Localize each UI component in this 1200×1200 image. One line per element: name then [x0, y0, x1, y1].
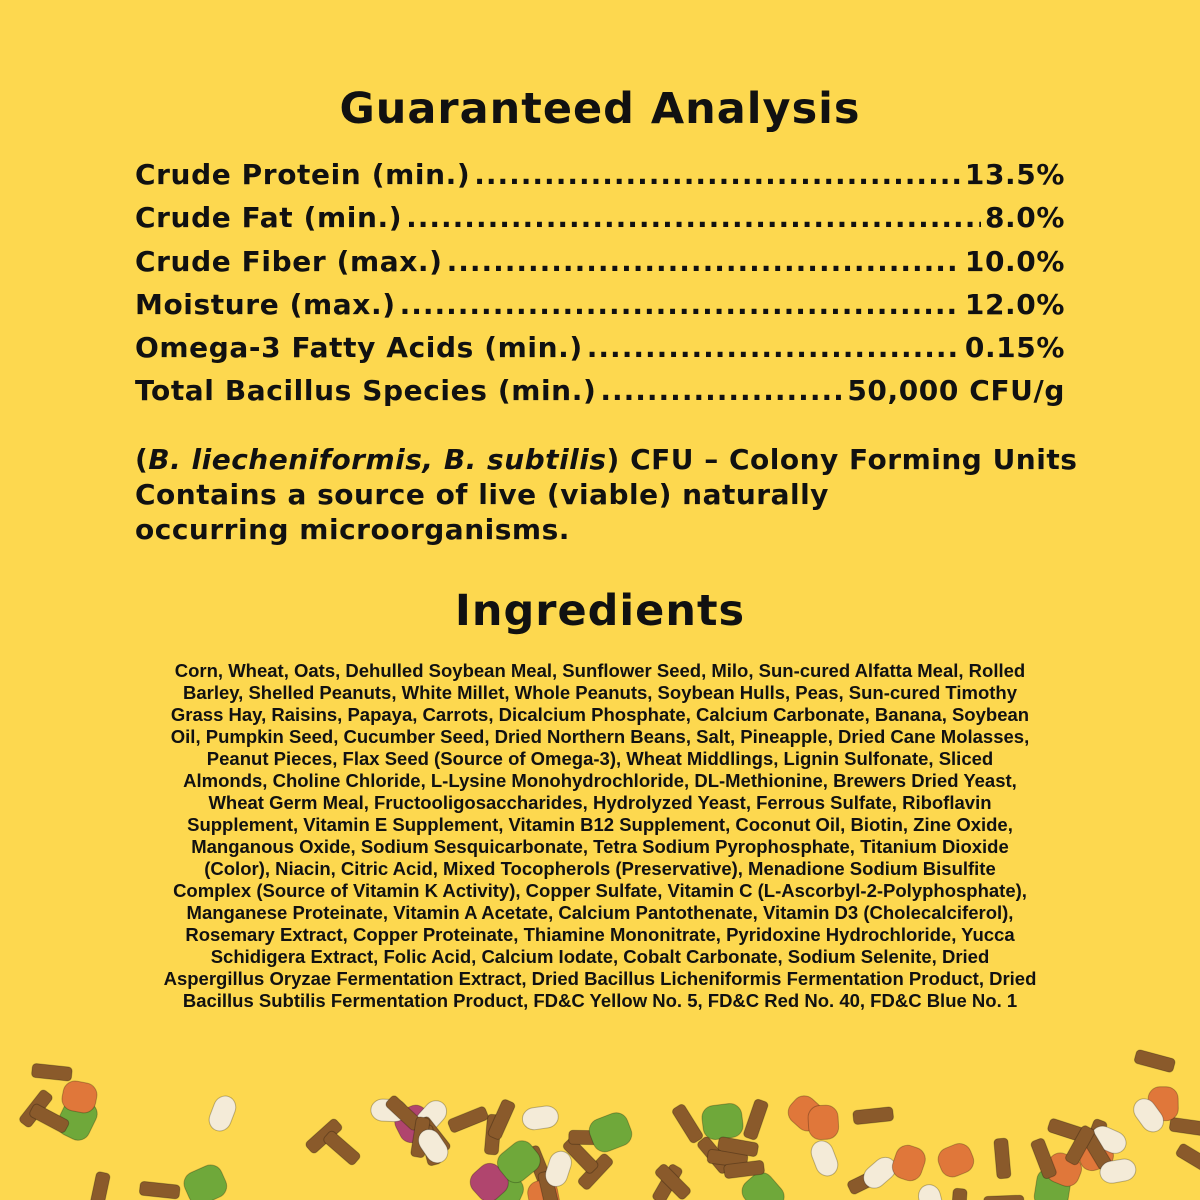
- row-label: Crude Fiber (max.): [135, 244, 443, 278]
- analysis-row: Crude Fat (min.) 8.0%: [135, 201, 1065, 244]
- veggie-piece-icon: [701, 1103, 744, 1140]
- seed-icon: [208, 1095, 237, 1132]
- row-value: 10.0%: [964, 244, 1065, 278]
- food-decoration: [19, 1049, 1200, 1200]
- dot-leader: [474, 158, 961, 191]
- ingredients-line: Almonds, Choline Chloride, L-Lysine Mono…: [183, 770, 1017, 791]
- ingredients-line: Supplement, Vitamin E Supplement, Vitami…: [187, 814, 1013, 835]
- seed-icon: [545, 1150, 572, 1187]
- pellet-icon: [447, 1106, 489, 1133]
- ingredients-line: Barley, Shelled Peanuts, White Millet, W…: [182, 682, 1018, 703]
- seed-icon: [917, 1184, 944, 1200]
- pellet-icon: [993, 1137, 1012, 1180]
- pellet-icon: [1065, 1125, 1095, 1166]
- seed-icon: [1133, 1098, 1164, 1133]
- analysis-row: Total Bacillus Species (min.) 50,000 CFU/…: [135, 374, 1065, 417]
- ingredients-title: Ingredients: [454, 586, 746, 636]
- row-value: 8.0%: [984, 201, 1065, 235]
- seed-icon: [810, 1140, 839, 1177]
- pellet-icon: [1030, 1138, 1057, 1180]
- seed-icon: [1099, 1158, 1137, 1184]
- cfu-definition: ) CFU – Colony Forming Units: [606, 443, 1078, 476]
- cfu-note: (B. liecheniformis, B. subtilis) CFU – C…: [135, 442, 1077, 547]
- analysis-row: Crude Protein (min.) 13.5%: [135, 158, 1065, 201]
- row-value: 0.15%: [964, 331, 1065, 365]
- veggie-piece-icon: [183, 1164, 228, 1200]
- pellet-icon: [1168, 1117, 1200, 1137]
- row-label: Omega-3 Fatty Acids (min.): [135, 331, 583, 365]
- ingredients-line: Manganese Proteinate, Vitamin A Acetate,…: [186, 902, 1014, 923]
- ingredients-line: Bacillus Subtilis Fermentation Product, …: [182, 990, 1018, 1011]
- pellet-icon: [983, 1194, 1025, 1200]
- ingredients-line: Manganous Oxide, Sodium Sesquicarbonate,…: [191, 836, 1009, 857]
- analysis-row: Omega-3 Fatty Acids (min.) 0.15%: [135, 331, 1065, 374]
- row-label: Moisture (max.): [135, 287, 396, 321]
- note-line: Contains a source of live (viable) natur…: [135, 478, 829, 511]
- ingredients-list: Corn, Wheat, Oats, Dehulled Soybean Meal…: [90, 660, 1110, 1012]
- seed-icon: [417, 1128, 449, 1164]
- pellet-icon: [537, 1170, 560, 1200]
- veggie-piece-icon: [741, 1172, 785, 1200]
- seed-icon: [863, 1156, 897, 1189]
- ingredients-line: Peanut Pieces, Flax Seed (Source of Omeg…: [206, 748, 994, 769]
- ingredients-line: Corn, Wheat, Oats, Dehulled Soybean Meal…: [174, 660, 1026, 681]
- species-names: B. liecheniformis, B. subtilis: [148, 443, 607, 476]
- row-label: Crude Fat (min.): [135, 201, 403, 235]
- ingredients-line: Aspergillus Oryzae Fermentation Extract,…: [163, 968, 1037, 989]
- pellet-icon: [654, 1163, 691, 1200]
- row-value: 50,000 CFU/g: [847, 374, 1065, 408]
- pellet-icon: [29, 1103, 70, 1134]
- ingredients-line: Grass Hay, Raisins, Papaya, Carrots, Dic…: [170, 704, 1030, 725]
- dot-leader: [587, 331, 961, 364]
- analysis-row: Crude Fiber (max.) 10.0%: [135, 245, 1065, 288]
- row-value: 13.5%: [964, 158, 1065, 191]
- ingredients-line: Wheat Germ Meal, Fructooligosaccharides,…: [208, 792, 992, 813]
- paren: (: [135, 443, 149, 476]
- pellet-icon: [88, 1171, 111, 1200]
- pellet-icon: [562, 1137, 599, 1174]
- fruit-piece-icon: [937, 1143, 975, 1178]
- pellet-icon: [31, 1063, 73, 1082]
- pellet-icon: [743, 1098, 769, 1141]
- dot-leader: [400, 288, 961, 321]
- veggie-piece-icon: [588, 1112, 633, 1153]
- dot-leader: [406, 201, 981, 234]
- pellet-icon: [723, 1160, 765, 1179]
- analysis-table: Crude Protein (min.) 13.5% Crude Fat (min…: [135, 158, 1065, 418]
- ingredients-line: Complex (Source of Vitamin K Activity), …: [173, 880, 1027, 901]
- pellet-icon: [1175, 1143, 1200, 1175]
- pellet-icon: [950, 1187, 968, 1200]
- analysis-row: Moisture (max.) 12.0%: [135, 288, 1065, 331]
- guaranteed-analysis-title: Guaranteed Analysis: [339, 84, 861, 134]
- row-label: Crude Protein (min.): [135, 158, 471, 191]
- note-line: occurring microorganisms.: [135, 513, 570, 546]
- fruit-piece-icon: [891, 1144, 926, 1182]
- pellet-icon: [672, 1103, 704, 1144]
- fruit-piece-icon: [807, 1104, 840, 1141]
- veggie-piece-icon: [496, 1140, 541, 1184]
- ingredients-line: Oil, Pumpkin Seed, Cucumber Seed, Dried …: [170, 726, 1030, 747]
- dot-leader: [600, 374, 843, 407]
- pellet-icon: [852, 1106, 894, 1125]
- ingredients-line: (Color), Niacin, Citric Acid, Mixed Toco…: [204, 858, 996, 879]
- pellet-icon: [138, 1180, 181, 1200]
- seed-icon: [521, 1105, 559, 1131]
- row-label: Total Bacillus Species (min.): [135, 374, 597, 408]
- fruit-piece-icon: [61, 1080, 98, 1114]
- ingredients-line: Rosemary Extract, Copper Proteinate, Thi…: [185, 924, 1015, 945]
- pellet-icon: [487, 1099, 516, 1140]
- pellet-icon: [1133, 1049, 1176, 1073]
- row-value: 12.0%: [964, 287, 1065, 321]
- ingredients-line: Schidigera Extract, Folic Acid, Calcium …: [210, 946, 990, 967]
- pellet-icon: [717, 1136, 759, 1157]
- dot-leader: [447, 245, 961, 278]
- pellet-icon: [323, 1130, 361, 1166]
